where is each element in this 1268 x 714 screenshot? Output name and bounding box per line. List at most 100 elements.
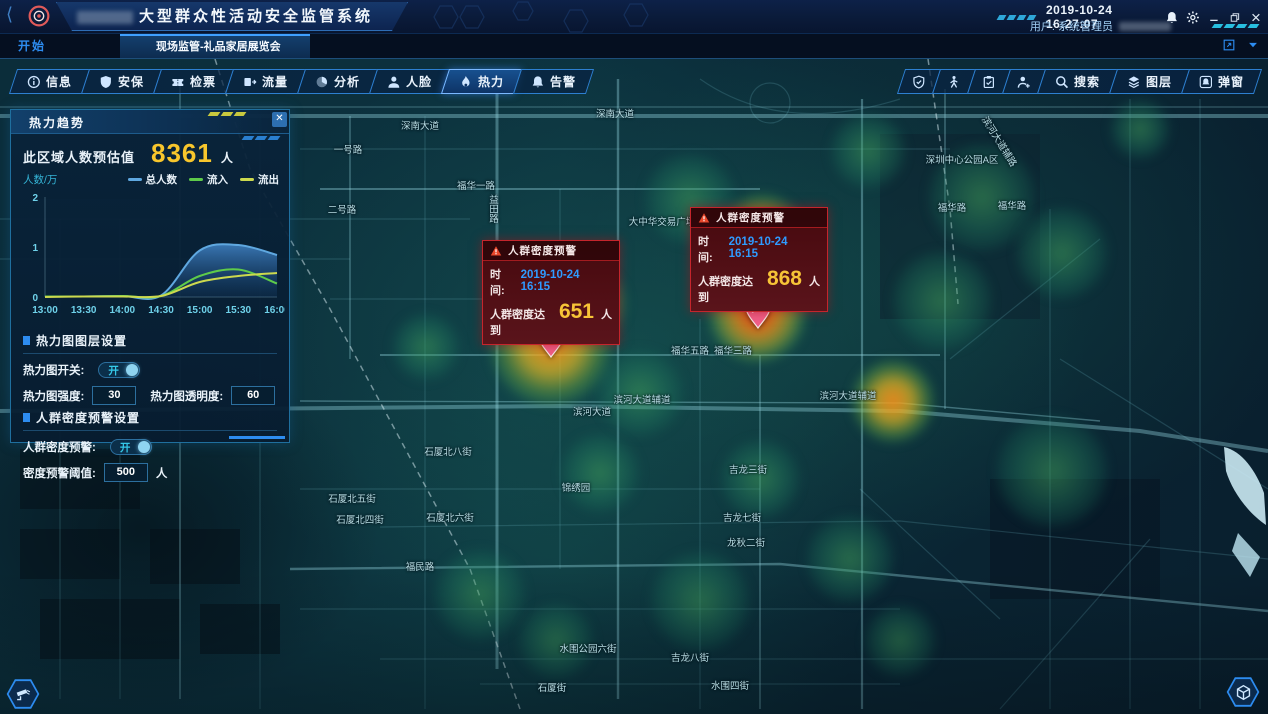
face-icon — [387, 75, 401, 89]
section-heat-layer-settings: 热力图图层设置 — [23, 332, 277, 354]
svg-text:14:30: 14:30 — [148, 305, 174, 316]
toolbar-button-heat[interactable]: 热力 — [441, 69, 523, 94]
toolbar-button-ticket[interactable]: 检票 — [152, 69, 235, 94]
warning-title: 人群密度预警 — [716, 212, 785, 224]
toolbar-button-flow[interactable]: 流量 — [224, 69, 307, 94]
svg-text:1: 1 — [32, 243, 38, 254]
dash-decoration — [1211, 24, 1260, 28]
chevron-down-icon[interactable] — [1246, 38, 1260, 52]
toolbar-patrol-icon[interactable] — [931, 69, 977, 94]
svg-text:15:30: 15:30 — [226, 305, 252, 316]
warning-density-value: 651 — [558, 300, 594, 323]
cctv-camera-icon — [16, 688, 30, 700]
warning-triangle-icon — [698, 212, 710, 222]
toolbar-button-shield[interactable]: 安保 — [80, 69, 163, 94]
shield-icon — [99, 75, 113, 89]
street-label: 益田路 — [487, 194, 498, 224]
person-icon — [1017, 75, 1031, 89]
toolbar-button-alarm[interactable]: 告警 — [513, 69, 595, 94]
street-label: 滨河大道 — [572, 407, 612, 418]
warning-triangle-icon — [490, 245, 502, 255]
intensity-label: 热力图强度: — [23, 390, 85, 403]
panel-close-button[interactable]: ✕ — [272, 112, 287, 127]
top-bar-right: 2019-10-24 16:27:07 用户: 系统管理员 — [996, 0, 1268, 34]
density-warning-toggle[interactable]: 开 — [109, 439, 152, 455]
panel-corner-accent — [229, 436, 285, 439]
estimate-label: 此区域人数预估值 — [23, 150, 136, 165]
shield-tool-icon — [912, 75, 926, 89]
street-label: 吉龙三街 — [728, 465, 768, 476]
estimate-value: 8361 — [151, 138, 213, 168]
toolbar-button-popupbell[interactable]: 弹窗 — [1180, 69, 1263, 94]
minimize-button[interactable] — [1208, 11, 1220, 24]
tab-bar: 开始 现场监管-礼品家居展览会 — [0, 34, 1268, 58]
toolbar-button-pie[interactable]: 分析 — [297, 69, 379, 94]
alarm-icon — [531, 75, 545, 89]
street-label: 石厦北四街 — [336, 515, 384, 526]
threshold-unit: 人 — [155, 467, 168, 480]
heat-trend-panel: 热力趋势 ✕ 此区域人数预估值 8361 人 人数/万 总人数 流入 流出 0 1 2 1… — [10, 109, 290, 482]
popupbell-icon — [1199, 75, 1213, 89]
toolbar-button-layers[interactable]: 图层 — [1108, 69, 1191, 94]
threshold-input[interactable]: 500 — [103, 463, 148, 482]
street-label: 水围四街 — [710, 681, 750, 692]
app-title-text: 大型群众性活动安全监管系统 — [139, 8, 374, 25]
toolbar-button-info[interactable]: 信息 — [8, 69, 91, 94]
svg-text:2: 2 — [32, 193, 38, 204]
panel-header[interactable]: 热力趋势 ✕ — [11, 110, 289, 134]
toolbar-button-search[interactable]: 搜索 — [1036, 69, 1119, 94]
legend-item: 流入 — [189, 172, 228, 187]
svg-text:14:00: 14:00 — [110, 305, 136, 316]
ticket-icon — [171, 75, 185, 89]
expand-window-icon[interactable] — [1222, 38, 1236, 52]
section-bullet-icon — [23, 336, 30, 345]
density-switch-label: 人群密度预警: — [23, 442, 96, 454]
map-canvas[interactable]: 深南大道 深南大道 一号路 二号路 福华一路 益田路 福华五路 福华三路 深圳中心公园A区 福华路… — [0, 58, 1268, 714]
panel-title: 热力趋势 — [29, 116, 86, 130]
street-label: 福华路 — [937, 203, 967, 214]
street-label: 一号路 — [333, 145, 363, 156]
tab-start[interactable]: 开始 — [18, 39, 47, 53]
toggle-knob — [126, 364, 139, 376]
heat-layer-toggle[interactable]: 开 — [98, 362, 141, 378]
redacted-title-prefix — [77, 11, 133, 24]
warning-title: 人群密度预警 — [508, 245, 577, 257]
opacity-input[interactable]: 60 — [231, 386, 276, 405]
y-axis-label: 人数/万 — [23, 174, 58, 186]
notifications-bell-icon[interactable] — [1165, 10, 1179, 25]
street-label: 深南大道 — [595, 109, 635, 120]
cube-icon — [1236, 684, 1250, 700]
heat-icon — [459, 75, 473, 89]
toolbar-button-face[interactable]: 人脸 — [369, 69, 451, 94]
street-label: 福华五路 — [670, 346, 710, 357]
street-label: 福华一路 — [456, 181, 496, 192]
tab-active-scene-monitor[interactable]: 现场监管-礼品家居展览会 — [120, 34, 310, 58]
warning-time: 2019-10-24 16:15 — [520, 269, 580, 293]
crowd-density-warning-popup[interactable]: 人群密度预警 时间: 2019-10-24 16:15 人群密度达到 868 人 — [690, 207, 828, 312]
close-button[interactable] — [1250, 11, 1262, 24]
toolbar-clipboard-icon[interactable] — [966, 69, 1012, 94]
tab-active-label: 现场监管-礼品家居展览会 — [156, 41, 281, 53]
legend-item: 总人数 — [127, 172, 177, 187]
redacted-user-name — [1119, 21, 1171, 31]
left-chevron-decoration: ⟨ — [6, 4, 14, 24]
svg-text:15:00: 15:00 — [187, 305, 213, 316]
toolbar-person-icon[interactable] — [1001, 69, 1047, 94]
toolbar-shield-tool-icon[interactable] — [896, 69, 942, 94]
street-label: 福华三路 — [713, 346, 753, 357]
threshold-label: 密度预警阈值: — [23, 467, 96, 480]
street-label: 大中华交易广场 — [628, 217, 696, 228]
warning-density-value: 868 — [766, 267, 802, 290]
chart-legend: 总人数 流入 流出 — [127, 172, 279, 187]
section-bullet-icon — [23, 413, 30, 422]
intensity-input[interactable]: 30 — [92, 386, 137, 405]
settings-gear-icon[interactable] — [1186, 10, 1200, 25]
restore-button[interactable] — [1229, 11, 1241, 24]
top-bar: ⟨ 大型群众性活动安全监管系统 2019-10-24 16:27:07 — [0, 0, 1268, 34]
crowd-density-warning-popup[interactable]: 人群密度预警 时间: 2019-10-24 16:15 人群密度达到 651 人 — [482, 240, 620, 345]
datetime: 2019-10-24 16:27:07 — [1046, 3, 1113, 31]
pie-icon — [315, 75, 329, 89]
street-label: 吉龙八街 — [670, 653, 710, 664]
street-label: 石厦北六街 — [426, 513, 474, 524]
street-label: 二号路 — [327, 205, 357, 216]
